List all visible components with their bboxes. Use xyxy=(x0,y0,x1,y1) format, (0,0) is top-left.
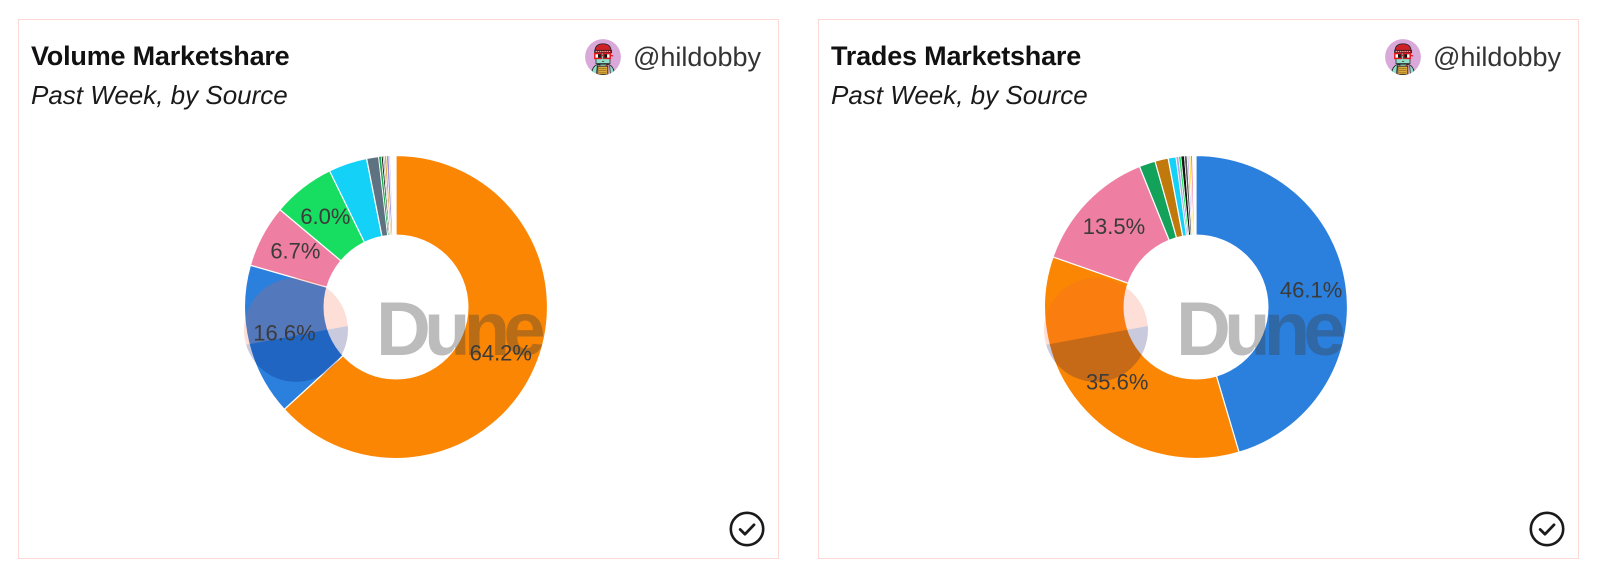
svg-text:64.2%: 64.2% xyxy=(470,341,532,366)
svg-text:16.6%: 16.6% xyxy=(253,321,315,346)
svg-text:Dune: Dune xyxy=(1176,287,1343,372)
svg-text:6.7%: 6.7% xyxy=(270,239,320,264)
svg-text:6.0%: 6.0% xyxy=(300,204,350,229)
svg-text:46.1%: 46.1% xyxy=(1280,277,1342,302)
svg-text:13.5%: 13.5% xyxy=(1083,214,1145,239)
svg-text:Dune: Dune xyxy=(376,287,543,372)
svg-text:35.6%: 35.6% xyxy=(1086,369,1148,394)
